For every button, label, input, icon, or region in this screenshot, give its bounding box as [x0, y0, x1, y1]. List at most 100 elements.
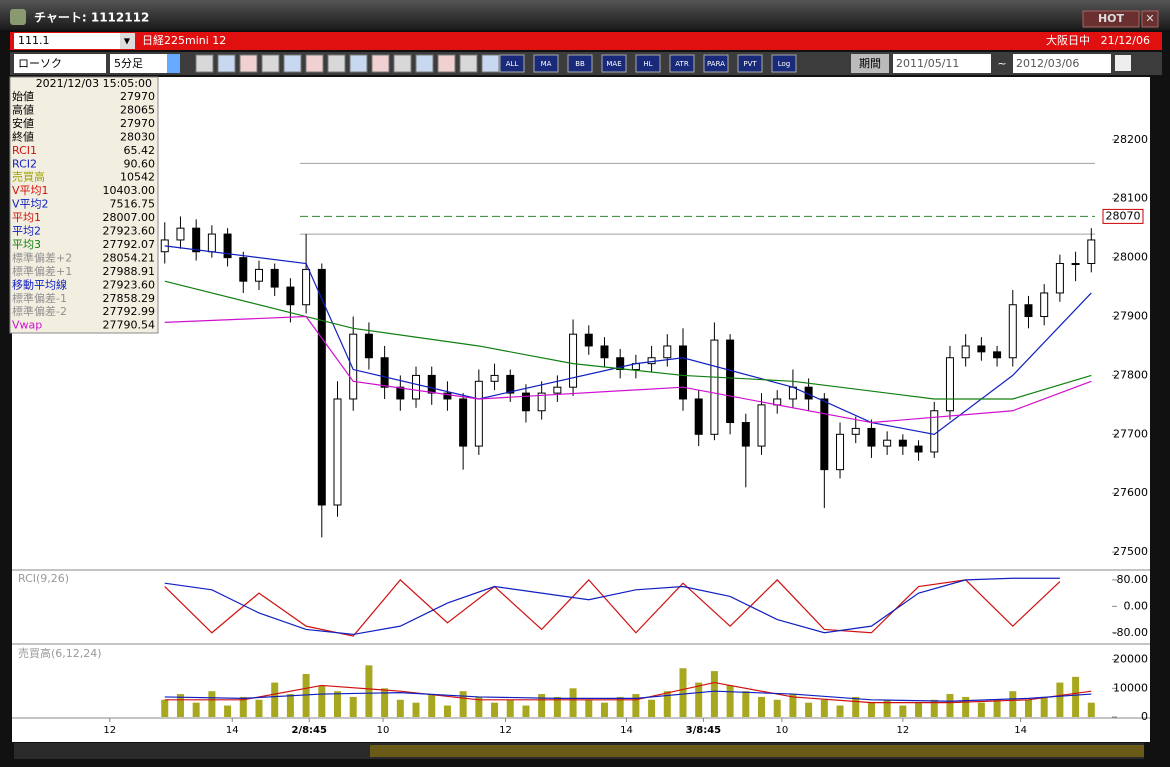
volume-bar [867, 702, 875, 717]
period-button[interactable] [851, 54, 889, 73]
close-button[interactable] [1141, 10, 1159, 28]
interval-dropdown[interactable] [167, 54, 180, 73]
chart-area [12, 77, 1150, 718]
indicator-button[interactable] [771, 54, 797, 73]
market: 大阪日中 [1046, 33, 1090, 47]
tool-icon[interactable] [481, 54, 500, 73]
panel-title: RCI(9,26) [18, 572, 69, 585]
info-value: 27790.54 [103, 319, 156, 332]
from-input[interactable] [893, 54, 991, 73]
indicator-button[interactable] [669, 54, 695, 73]
volume-bar [1024, 699, 1032, 717]
app-icon [10, 9, 26, 25]
x-tick-label: 14 [620, 725, 633, 736]
candle-body [1055, 263, 1064, 294]
scroll-thumb[interactable] [370, 745, 1144, 757]
candle-body [945, 357, 954, 412]
indicator-label[interactable]: PVT [743, 60, 757, 68]
volume-bar [1056, 682, 1064, 717]
indicator-button[interactable] [703, 54, 729, 73]
interval-select[interactable] [110, 54, 180, 73]
indicator-button[interactable] [499, 54, 525, 73]
hot-label[interactable]: HOT [1098, 12, 1125, 25]
tool-icon[interactable] [393, 54, 412, 73]
hot-button[interactable] [1082, 10, 1140, 28]
volume-bar [773, 699, 781, 717]
tool-icon[interactable] [195, 54, 214, 73]
x-tick-label: 12 [499, 725, 512, 736]
info-value: 27858.29 [103, 292, 156, 305]
candle-body [741, 422, 750, 447]
indicator-button[interactable] [635, 54, 661, 73]
info-value: 27792.07 [103, 238, 156, 251]
candle-body [317, 268, 326, 506]
info-label: 移動平均線 [12, 277, 67, 291]
info-label: Vwap [12, 319, 42, 332]
tool-icon[interactable] [327, 54, 346, 73]
indicator-line [164, 315, 1092, 424]
tool-icon[interactable] [283, 54, 302, 73]
indicator-label[interactable]: ALL [506, 60, 519, 68]
candle-body [443, 392, 452, 400]
volume-bar [852, 696, 860, 717]
y-tick-label: 10000 [1113, 681, 1148, 694]
volume-bar [679, 668, 687, 717]
candle-body [302, 268, 311, 306]
indicator-label[interactable]: ATR [675, 60, 689, 68]
info-panel [9, 76, 159, 334]
indicator-label[interactable]: MAE [606, 60, 621, 68]
checkbox[interactable] [1115, 55, 1131, 71]
tool-icon[interactable] [437, 54, 456, 73]
info-value: 27923.60 [103, 278, 156, 291]
indicator-label[interactable]: Log [778, 60, 791, 68]
close-icon[interactable]: ✕ [1145, 12, 1154, 25]
candle-body [474, 380, 483, 447]
indicator-button[interactable] [533, 54, 559, 73]
indicator-button[interactable] [601, 54, 627, 73]
indicator-line [164, 690, 1092, 702]
tool-icon[interactable] [349, 54, 368, 73]
tool-icon[interactable] [415, 54, 434, 73]
info-value: 28065 [120, 103, 155, 116]
period-label[interactable]: 期間 [859, 57, 881, 70]
info-label: 平均1 [12, 211, 41, 224]
last-price-box [1102, 208, 1144, 224]
indicator-label[interactable]: PARA [707, 60, 725, 68]
y-tick-label: 28200 [1113, 133, 1148, 146]
tool-icon[interactable] [261, 54, 280, 73]
info-value: 10403.00 [103, 184, 156, 197]
code-dropdown[interactable] [120, 33, 135, 49]
volume-bar [239, 696, 247, 717]
info-label: 標準偏差+2 [12, 250, 72, 264]
tool-icon[interactable] [459, 54, 478, 73]
indicator-line [164, 681, 1092, 704]
tool-icon[interactable] [239, 54, 258, 73]
volume-bar [271, 682, 279, 717]
info-value: 27923.60 [103, 225, 156, 238]
volume-bar [365, 665, 373, 717]
indicator-label[interactable]: MA [541, 60, 552, 68]
indicator-label[interactable]: BB [575, 60, 585, 68]
candle-body [459, 398, 468, 447]
tool-icon[interactable] [305, 54, 324, 73]
to-input[interactable] [1013, 54, 1111, 73]
volume-bar [553, 696, 561, 717]
indicator-button[interactable] [567, 54, 593, 73]
dropdown-arrow: ▼ [124, 37, 131, 46]
y-tick-label: 20000 [1113, 653, 1148, 666]
candle-body [490, 374, 499, 382]
last-price-label: 28070 [1106, 209, 1141, 222]
volume-bar [208, 691, 216, 717]
code-input[interactable] [14, 33, 120, 49]
volume-bar [443, 705, 451, 717]
indicator-line [164, 577, 1060, 636]
candle-body [993, 351, 1002, 359]
volume-bar [977, 702, 985, 717]
volume-bar [286, 694, 294, 717]
tool-icon[interactable] [217, 54, 236, 73]
x-tick-label: 12 [896, 725, 909, 736]
kind-select[interactable] [14, 54, 106, 73]
tool-icon[interactable] [371, 54, 390, 73]
indicator-button[interactable] [737, 54, 763, 73]
indicator-label[interactable]: HL [643, 60, 652, 68]
